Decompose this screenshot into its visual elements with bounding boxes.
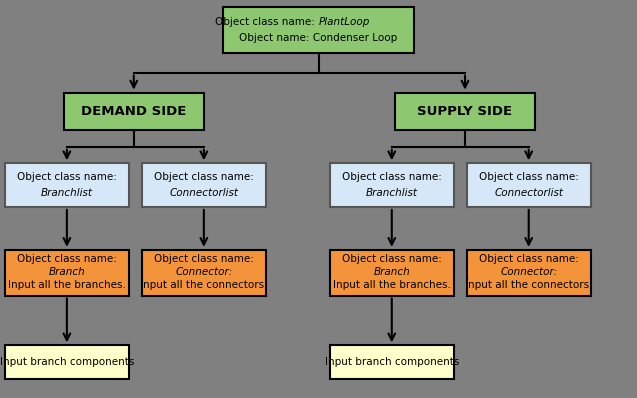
Bar xyxy=(330,250,454,295)
Text: Object class name:: Object class name: xyxy=(342,172,441,182)
Text: Object class name:: Object class name: xyxy=(17,254,117,264)
Text: Branch: Branch xyxy=(48,267,85,277)
Bar xyxy=(142,163,266,207)
Text: Connectorlist: Connectorlist xyxy=(169,188,238,198)
Text: Branchlist: Branchlist xyxy=(41,188,93,198)
Text: Object class name:: Object class name: xyxy=(154,172,254,182)
Text: Object class name:: Object class name: xyxy=(479,254,578,264)
Text: Connector:: Connector: xyxy=(500,267,557,277)
Text: Branchlist: Branchlist xyxy=(366,188,418,198)
Bar xyxy=(223,7,414,53)
Text: PlantLoop: PlantLoop xyxy=(318,17,370,27)
Text: Input all the connectors.: Input all the connectors. xyxy=(140,281,268,291)
Text: Connector:: Connector: xyxy=(175,267,233,277)
Bar xyxy=(142,250,266,295)
Text: Object class name:: Object class name: xyxy=(342,254,441,264)
Bar xyxy=(466,250,591,295)
Bar xyxy=(330,163,454,207)
Bar xyxy=(4,250,129,295)
Bar xyxy=(330,345,454,379)
Text: Input all the branches.: Input all the branches. xyxy=(8,281,126,291)
Bar xyxy=(395,93,535,131)
Text: Object class name:: Object class name: xyxy=(215,17,318,27)
Bar xyxy=(4,163,129,207)
Text: Input branch components: Input branch components xyxy=(0,357,134,367)
Bar xyxy=(64,93,204,131)
Bar xyxy=(466,163,591,207)
Text: Connectorlist: Connectorlist xyxy=(494,188,563,198)
Text: Object class name:: Object class name: xyxy=(154,254,254,264)
Text: Input all the connectors.: Input all the connectors. xyxy=(465,281,592,291)
Bar xyxy=(4,345,129,379)
Text: Input all the branches.: Input all the branches. xyxy=(333,281,451,291)
Text: Object class name:: Object class name: xyxy=(479,172,578,182)
Text: DEMAND SIDE: DEMAND SIDE xyxy=(81,105,187,118)
Text: Input branch components: Input branch components xyxy=(325,357,459,367)
Text: Branch: Branch xyxy=(373,267,410,277)
Text: Object class name:: Object class name: xyxy=(17,172,117,182)
Text: Object name: Condenser Loop: Object name: Condenser Loop xyxy=(240,33,397,43)
Text: SUPPLY SIDE: SUPPLY SIDE xyxy=(417,105,513,118)
